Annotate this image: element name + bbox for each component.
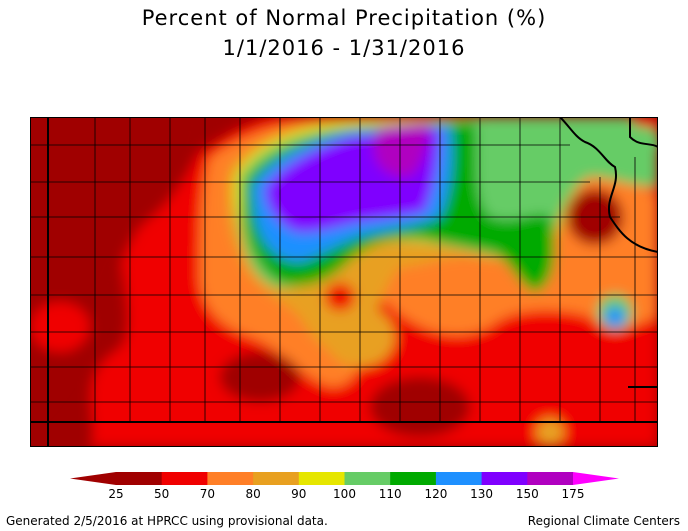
legend-bar — [70, 472, 619, 485]
legend-arrow-high — [573, 472, 619, 485]
legend-tick-label: 100 — [333, 487, 356, 501]
legend-swatch — [298, 472, 345, 485]
northeast-green — [629, 126, 658, 158]
region-magenta — [373, 122, 430, 178]
legend-swatch — [527, 472, 574, 485]
legend-tick-label: 120 — [424, 487, 447, 501]
east-blue-spot — [605, 307, 625, 327]
south-dark — [370, 377, 470, 437]
precip-field — [30, 117, 658, 447]
precipitation-map — [30, 117, 658, 447]
legend-tick-label: 50 — [154, 487, 169, 501]
missouri-river-boundary — [559, 117, 658, 253]
legend-tick-label: 130 — [470, 487, 493, 501]
legend-tick-label: 90 — [291, 487, 306, 501]
legend-tick-label: 150 — [516, 487, 539, 501]
legend-swatch — [344, 472, 391, 485]
legend-arrow-low — [70, 472, 116, 485]
south-dark-2 — [220, 352, 300, 402]
map-frame — [30, 117, 658, 447]
legend-swatch — [435, 472, 483, 485]
generation-note: Generated 2/5/2016 at HPRCC using provis… — [6, 514, 328, 528]
legend-swatch — [207, 472, 254, 485]
legend-swatch — [116, 472, 163, 485]
legend-tick-label: 175 — [562, 487, 585, 501]
state-boundaries — [30, 117, 658, 447]
legend-swatch — [390, 472, 437, 485]
legend-swatch — [481, 472, 528, 485]
map-title: Percent of Normal Precipitation (%) — [141, 6, 547, 30]
northeast-boundary — [629, 117, 658, 148]
legend-tick-label: 70 — [200, 487, 215, 501]
legend-tick-label: 80 — [245, 487, 260, 501]
legend-tick-label: 110 — [379, 487, 402, 501]
legend-ticks: 25 50 70 80 90 100 110 120 130 150 175 — [108, 487, 584, 501]
west-red-pocket — [30, 302, 90, 352]
county-grid — [30, 117, 658, 447]
legend-swatch — [253, 472, 300, 485]
southeast-orange — [536, 418, 564, 446]
legend-tick-label: 25 — [108, 487, 123, 501]
date-range: 1/1/2016 - 1/31/2016 — [222, 36, 466, 60]
central-red — [325, 283, 355, 311]
source-credit: Regional Climate Centers — [527, 514, 680, 528]
legend-swatch — [161, 472, 208, 485]
legend: 25 50 70 80 90 100 110 120 130 150 175 — [70, 472, 619, 501]
